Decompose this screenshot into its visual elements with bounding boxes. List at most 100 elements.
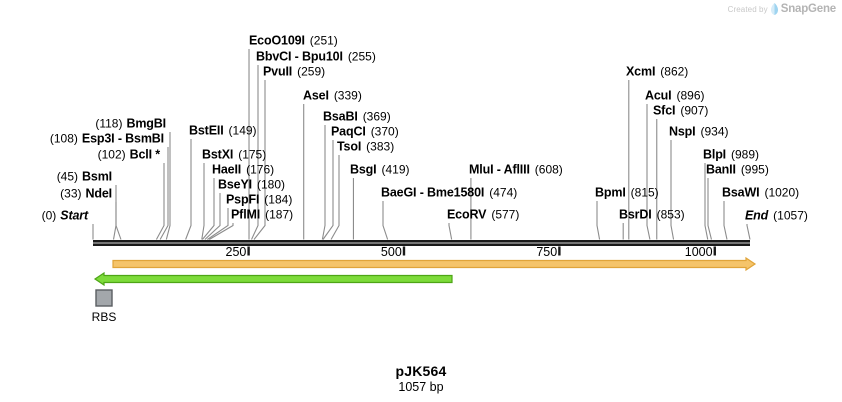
enzyme-name: End [745, 208, 769, 223]
enzyme-position: (0) [41, 208, 57, 223]
leader-line [204, 193, 221, 240]
enzyme-site-label[interactable]: BpmI (815) [595, 185, 659, 200]
enzyme-name: BpmI [595, 185, 626, 200]
leader-line [207, 208, 229, 240]
enzyme-site-label[interactable]: (45) BsmI [57, 170, 112, 184]
enzyme-site-label[interactable]: End (1057) [745, 208, 808, 223]
enzyme-position: (608) [534, 162, 563, 177]
enzyme-position: (108) [49, 131, 78, 146]
enzyme-position: (907) [680, 103, 709, 118]
enzyme-site-label[interactable]: HaeII (176) [212, 162, 274, 177]
enzyme-name: BstXI [202, 147, 234, 162]
enzyme-site-label[interactable]: TsoI (383) [337, 139, 395, 154]
enzyme-position: (118) [95, 116, 123, 131]
enzyme-name: MluI - AflIII [469, 162, 530, 177]
enzyme-name: Esp3I - BsmBI [81, 131, 164, 146]
enzyme-site-label[interactable]: MluI - AflIII (608) [469, 162, 563, 177]
enzyme-site-label[interactable]: BsaWI (1020) [722, 186, 799, 200]
enzyme-site-label[interactable]: EcoO109I (251) [249, 33, 338, 48]
enzyme-name: XcmI [626, 64, 656, 79]
enzyme-site-label[interactable]: PflMI (187) [231, 207, 293, 222]
enzyme-position: (934) [700, 124, 729, 139]
enzyme-position: (896) [676, 88, 705, 103]
enzyme-position: (995) [740, 162, 769, 177]
enzyme-site-label[interactable]: BsgI (419) [350, 162, 410, 177]
enzyme-name: HaeII [212, 162, 242, 177]
enzyme-position: (989) [731, 147, 760, 162]
enzyme-site-label[interactable]: EcoRV (577) [447, 207, 519, 222]
enzyme-name: BmgBI [126, 116, 166, 131]
leader-line [165, 132, 171, 240]
leader-line [185, 139, 192, 240]
enzyme-name: PflMI [231, 207, 261, 222]
enzyme-name: BsgI [350, 162, 377, 177]
ruler-tick-mark [558, 246, 561, 256]
enzyme-site-label[interactable]: BbvCI - Bpu10I (255) [256, 49, 376, 64]
enzyme-site-label[interactable]: SfcI (907) [653, 103, 709, 118]
leader-line [670, 140, 675, 240]
plasmid-name-title: pJK564 [395, 363, 447, 379]
enzyme-name: BbvCI - Bpu10I [256, 49, 343, 64]
feature-arrow-orange-feature [112, 256, 757, 272]
enzyme-site-label[interactable]: (0) Start [41, 208, 89, 223]
leader-line [322, 140, 334, 240]
enzyme-name: BsrDI [619, 207, 652, 222]
ruler-tick-mark [247, 246, 250, 256]
feature-arrow-green-feature [93, 271, 453, 287]
enzyme-site-label[interactable]: PspFI (184) [226, 192, 292, 207]
enzyme-name: EcoO109I [249, 33, 305, 48]
enzyme-site-label[interactable]: (118) BmgBI [95, 116, 166, 131]
snapgene-watermark: Created by SnapGene [728, 3, 836, 15]
enzyme-name: BstEII [189, 123, 224, 138]
enzyme-position: (33) [60, 186, 82, 201]
enzyme-name: BclI * [129, 147, 161, 162]
leader-line [201, 163, 205, 240]
enzyme-name: EcoRV [447, 207, 487, 222]
enzyme-site-label[interactable]: BstXI (175) [202, 147, 267, 162]
enzyme-site-label[interactable]: (33) NdeI [60, 186, 112, 201]
rbs-caption: RBS [91, 310, 117, 324]
enzyme-site-label[interactable]: (102) BclI * [98, 147, 161, 162]
enzyme-position: (255) [347, 49, 376, 64]
leader-line [746, 224, 751, 240]
enzyme-site-label[interactable]: BseYI (180) [218, 177, 285, 192]
ruler-tick-label: 750 [536, 245, 558, 259]
enzyme-position: (369) [362, 109, 391, 124]
plasmid-size-label: 1057 bp [398, 380, 444, 394]
enzyme-site-label[interactable]: BlpI (989) [703, 147, 760, 162]
enzyme-site-label[interactable]: BanII (995) [706, 162, 769, 177]
enzyme-site-label[interactable]: BaeGI - Bme1580I (474) [381, 186, 517, 200]
leader-line [112, 202, 117, 240]
enzyme-site-label[interactable]: NspI (934) [669, 124, 729, 139]
enzyme-name: TsoI [337, 139, 362, 154]
enzyme-name: AseI [303, 88, 329, 103]
enzyme-position: (815) [630, 185, 659, 200]
enzyme-site-label[interactable]: PvuII (259) [263, 65, 325, 79]
enzyme-site-label[interactable]: BstEII (149) [189, 123, 257, 138]
enzyme-site-label[interactable]: XcmI (862) [626, 64, 688, 79]
enzyme-name: PspFI [226, 192, 260, 207]
ruler-tick-mark [713, 246, 716, 256]
watermark-brand-label: SnapGene [780, 3, 836, 15]
leader-line [707, 178, 712, 240]
enzyme-site-label[interactable]: BsrDI (853) [619, 207, 685, 222]
enzyme-position: (175) [238, 147, 267, 162]
leader-line [321, 125, 326, 240]
leader-line [723, 201, 728, 240]
enzyme-position: (383) [366, 139, 395, 154]
enzyme-position: (1057) [773, 208, 808, 223]
enzyme-site-label[interactable]: BsaBI (369) [323, 109, 391, 124]
enzyme-site-label[interactable]: PaqCI (370) [331, 125, 399, 139]
enzyme-site-label[interactable]: AcuI (896) [645, 88, 705, 103]
enzyme-site-label[interactable]: AseI (339) [303, 88, 362, 103]
enzyme-position: (853) [656, 207, 685, 222]
rbs-feature-box [95, 289, 113, 307]
leader-line [448, 223, 453, 240]
enzyme-site-label[interactable]: (108) Esp3I - BsmBI [49, 131, 164, 146]
leader-line [596, 201, 601, 240]
enzyme-name: Start [60, 208, 88, 223]
enzyme-name: BanII [706, 162, 736, 177]
enzyme-name: BseYI [218, 177, 252, 192]
